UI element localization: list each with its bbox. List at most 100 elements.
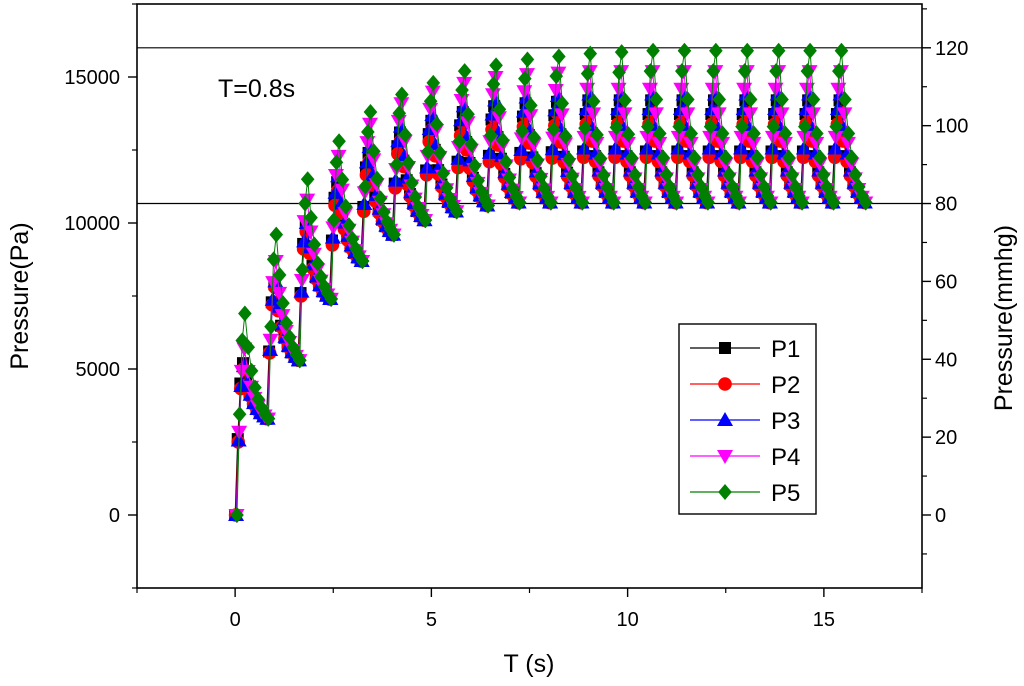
data-point-P4 <box>616 107 633 122</box>
data-point-P5 <box>706 63 721 80</box>
data-point-P5 <box>298 195 312 212</box>
data-point-P4 <box>585 107 602 122</box>
data-point-P5 <box>327 212 341 229</box>
data-point-P5 <box>552 48 566 65</box>
data-point-P5 <box>421 143 435 160</box>
data-point-P4 <box>330 149 347 164</box>
data-point-P5 <box>484 127 498 144</box>
data-point-P5 <box>415 206 429 223</box>
data-point-P5 <box>809 125 824 142</box>
data-point-P5 <box>544 194 558 211</box>
data-point-P4 <box>742 107 759 122</box>
data-point-P5 <box>757 178 771 195</box>
data-point-P5 <box>389 156 404 173</box>
data-point-P5 <box>722 166 737 183</box>
data-point-P5 <box>293 352 307 369</box>
data-point-P5 <box>590 126 604 143</box>
data-point-P5 <box>646 42 660 59</box>
data-point-P5 <box>279 315 294 332</box>
data-point-P5 <box>481 197 496 214</box>
data-point-P5 <box>684 125 698 142</box>
data-point-P5 <box>575 194 590 211</box>
data-point-P5 <box>370 170 384 187</box>
y2-tick-label: 100 <box>935 116 968 138</box>
data-point-P5 <box>750 149 765 166</box>
data-point-P5 <box>669 194 684 211</box>
data-point-P5 <box>395 86 409 103</box>
data-point-P5 <box>408 188 423 205</box>
data-point-P5 <box>534 168 548 185</box>
data-point-P5 <box>377 204 391 221</box>
data-point-P5 <box>858 194 873 211</box>
data-point-P5 <box>549 68 564 85</box>
legend-marker-P5 <box>718 484 732 500</box>
legend-label: P5 <box>771 480 800 507</box>
data-point-P4 <box>682 136 699 151</box>
data-point-P5 <box>452 133 467 150</box>
legend-item-P5: P5 <box>690 480 800 507</box>
data-point-P5 <box>467 157 482 174</box>
y-axis-label: Pressure(Pa) <box>6 222 34 369</box>
data-point-P4 <box>522 109 539 124</box>
data-point-P5 <box>361 123 375 140</box>
data-point-P5 <box>464 136 479 153</box>
data-point-P5 <box>845 149 859 166</box>
data-point-P5 <box>687 149 702 166</box>
data-point-P5 <box>621 126 636 143</box>
data-point-P5 <box>803 42 817 59</box>
data-point-P5 <box>254 399 269 416</box>
data-point-P5 <box>628 166 642 183</box>
y2-tick-label: 20 <box>935 427 957 449</box>
data-point-P5 <box>614 44 629 61</box>
data-point-P5 <box>446 197 461 214</box>
data-point-P5 <box>238 305 252 322</box>
data-point-P5 <box>373 190 388 207</box>
data-point-P5 <box>672 118 687 135</box>
data-point-P5 <box>512 194 527 211</box>
legend-item-P4: P4 <box>690 444 800 471</box>
data-point-P5 <box>329 154 344 171</box>
data-point-P4 <box>651 136 668 151</box>
data-point-P5 <box>649 91 664 108</box>
data-point-P5 <box>769 63 783 80</box>
data-point-P5 <box>241 339 256 356</box>
data-point-P4 <box>333 183 350 198</box>
data-point-P5 <box>392 105 407 122</box>
data-point-P5 <box>656 149 670 166</box>
data-point-P4 <box>553 108 570 123</box>
data-point-P4 <box>456 76 473 91</box>
data-point-P4 <box>274 309 291 324</box>
data-point-P4 <box>710 107 727 122</box>
data-point-P5 <box>457 63 472 80</box>
data-point-P4 <box>839 136 856 151</box>
data-point-P4 <box>393 97 410 112</box>
data-point-P5 <box>652 125 667 142</box>
data-point-P5 <box>486 76 501 93</box>
data-point-P5 <box>596 167 611 184</box>
data-point-P5 <box>740 42 755 59</box>
data-point-P4 <box>490 111 507 126</box>
x-tick-label: 10 <box>617 609 639 631</box>
y2-tick-label: 40 <box>935 349 957 371</box>
data-point-P5 <box>264 318 278 335</box>
data-point-P5 <box>838 91 852 108</box>
data-point-P5 <box>358 178 373 195</box>
y2-tick-label: 120 <box>935 38 968 60</box>
data-point-P4 <box>679 107 696 122</box>
data-point-P5 <box>518 70 532 87</box>
data-point-P5 <box>436 165 451 182</box>
data-point-P4 <box>773 107 790 122</box>
data-point-P4 <box>361 117 378 132</box>
data-point-P5 <box>244 362 259 379</box>
data-point-P5 <box>612 64 626 81</box>
data-point-P5 <box>546 121 561 138</box>
data-point-P5 <box>800 63 815 80</box>
data-point-P5 <box>355 252 370 269</box>
data-point-P5 <box>792 187 806 204</box>
data-point-P4 <box>804 107 821 122</box>
data-point-P5 <box>423 93 438 110</box>
data-point-P5 <box>737 63 752 80</box>
data-point-P5 <box>492 101 507 118</box>
data-point-P4 <box>836 107 853 122</box>
